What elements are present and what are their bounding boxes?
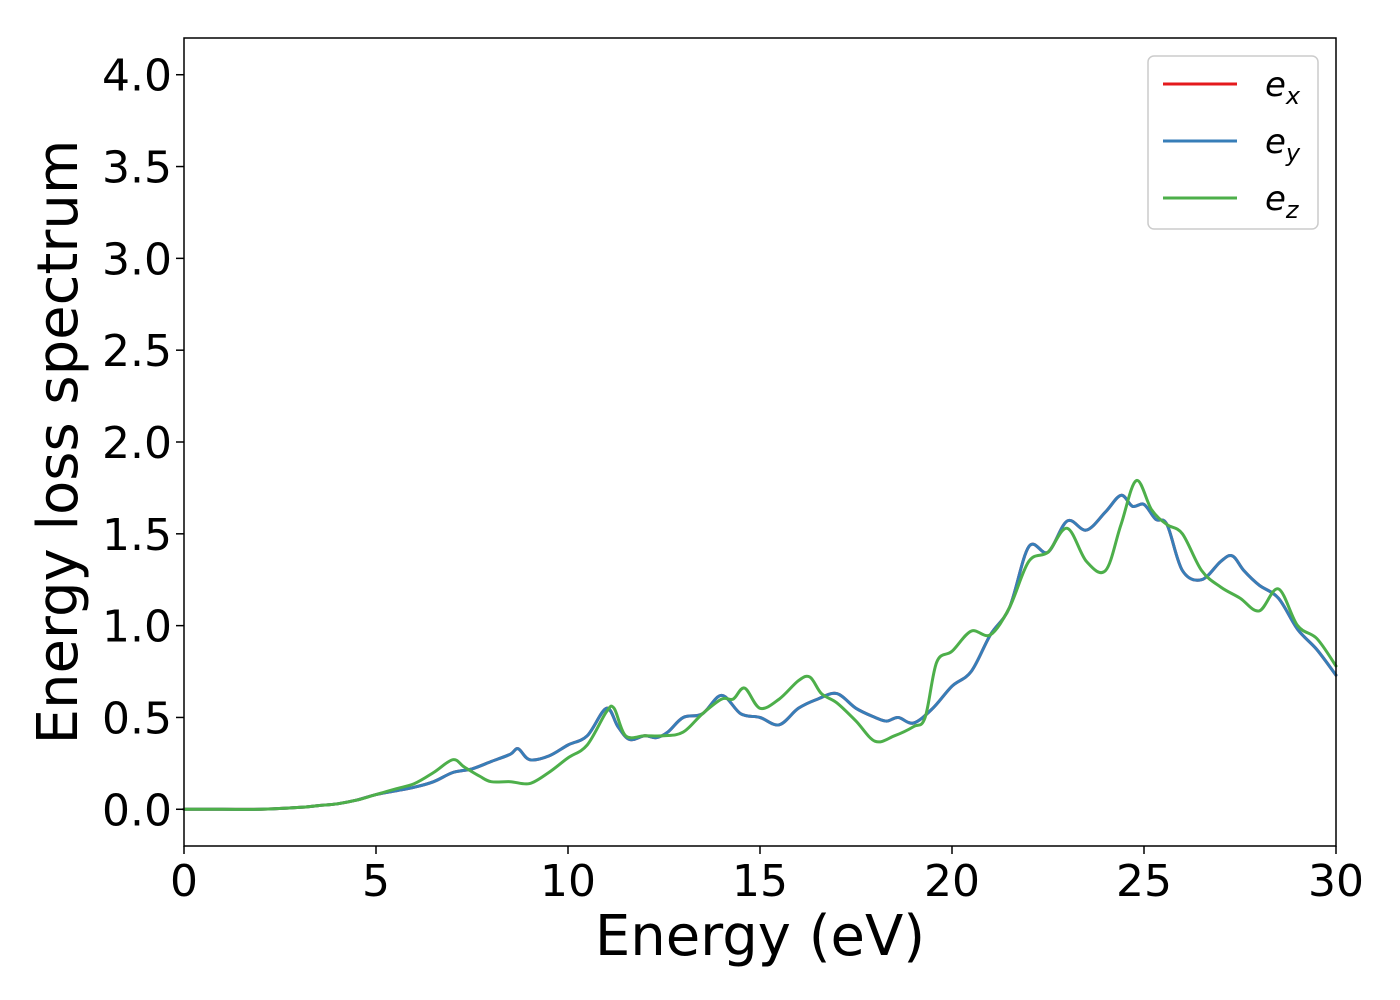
legend-items: ex ey ez xyxy=(1163,65,1301,224)
x-tick-label: 20 xyxy=(924,856,980,907)
y-tick-label: 3.0 xyxy=(102,234,172,285)
legend-label-ez: ez xyxy=(1265,179,1300,224)
x-tick-label: 30 xyxy=(1308,856,1364,907)
series-layer xyxy=(182,479,1338,811)
x-axis: 0 5 10 15 20 25 30 xyxy=(170,846,1364,907)
plot-area xyxy=(184,38,1336,846)
x-tick-label: 15 xyxy=(732,856,788,907)
y-axis: 0.0 0.5 1.0 1.5 2.0 2.5 3.0 3.5 4.0 xyxy=(102,51,184,836)
y-tick-label: 0.0 xyxy=(102,785,172,836)
x-tick-label: 10 xyxy=(540,856,596,907)
x-tick-label: 25 xyxy=(1116,856,1172,907)
x-axis-label: Energy (eV) xyxy=(595,904,925,969)
legend-label-ey: ey xyxy=(1265,122,1301,167)
y-tick-label: 2.5 xyxy=(102,326,172,377)
y-tick-label: 0.5 xyxy=(102,693,172,744)
y-tick-label: 3.5 xyxy=(102,143,172,194)
y-tick-label: 1.0 xyxy=(102,602,172,653)
legend-label-ex: ex xyxy=(1265,65,1301,110)
y-axis-label: Energy loss spectrum xyxy=(26,140,91,745)
x-tick-label: 0 xyxy=(170,856,198,907)
y-tick-label: 4.0 xyxy=(102,51,172,102)
y-tick-label: 2.0 xyxy=(102,418,172,469)
legend: ex ey ez xyxy=(1147,55,1319,230)
x-tick-label: 5 xyxy=(362,856,390,907)
series-line-ez xyxy=(182,479,1338,811)
y-tick-label: 1.5 xyxy=(102,510,172,561)
series-line-ey xyxy=(182,493,1338,811)
